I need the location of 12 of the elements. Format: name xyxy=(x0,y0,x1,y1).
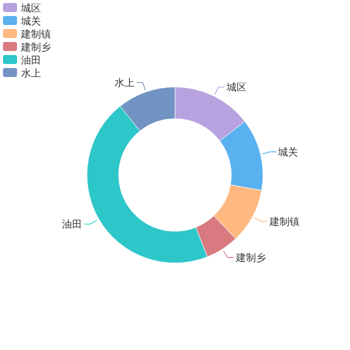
legend-label: 建制镇 xyxy=(20,28,51,40)
slice-label: 建制镇 xyxy=(268,216,300,228)
slice-label: 城关 xyxy=(277,146,298,158)
legend-label: 水上 xyxy=(21,68,41,80)
legend-label: 油田 xyxy=(21,54,41,66)
legend-label: 城区 xyxy=(20,2,41,14)
legend-label: 建制乡 xyxy=(20,42,51,54)
slice-label: 油田 xyxy=(62,218,82,231)
slice-label: 建制乡 xyxy=(234,252,266,264)
legend-label: 城关 xyxy=(20,16,41,28)
slice-label: 城区 xyxy=(225,82,246,94)
slice-label: 水上 xyxy=(114,76,135,89)
